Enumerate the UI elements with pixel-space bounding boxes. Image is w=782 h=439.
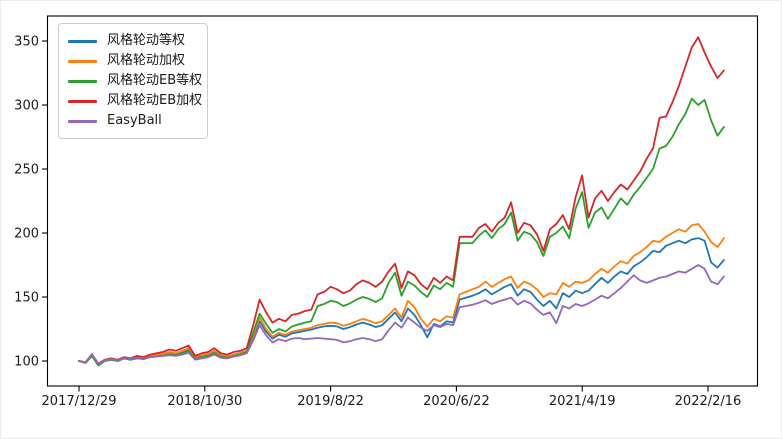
legend-entry: EasyBall <box>68 111 198 131</box>
legend-label: 风格轮动EB加权 <box>107 93 203 108</box>
legend-line-sample-icon <box>68 39 97 43</box>
x-tick-label: 2022/2/16 <box>675 394 742 409</box>
x-tick-label: 2017/12/29 <box>42 394 117 409</box>
y-tick-label: 350 <box>14 35 39 50</box>
legend-line-sample-icon <box>68 119 97 123</box>
legend: 风格轮动等权 风格轮动加权 风格轮动EB等权 风格轮动EB加权 EasyBall <box>58 23 208 139</box>
legend-line-sample-icon <box>68 99 97 103</box>
legend-entry: 风格轮动EB加权 <box>68 91 202 111</box>
x-axis-tick-labels: 2017/12/29 2018/10/30 2019/8/22 2020/6/22 20… <box>42 394 742 409</box>
legend-label: 风格轮动EB等权 <box>107 73 203 88</box>
axes-frame <box>46 15 759 387</box>
legend-label: EasyBall <box>107 113 162 128</box>
series-line-0 <box>78 237 725 366</box>
legend-entry: 风格轮动EB等权 <box>68 71 202 91</box>
y-axis-ticks <box>42 40 48 362</box>
x-tick-label: 2021/4/19 <box>549 394 616 409</box>
series-line-3 <box>78 36 725 365</box>
legend-label: 风格轮动等权 <box>107 33 186 48</box>
y-tick-label: 300 <box>14 99 39 114</box>
x-tick-label: 2020/6/22 <box>423 394 490 409</box>
series-line-1 <box>78 223 725 366</box>
x-axis-ticks <box>78 386 709 392</box>
legend-label: 风格轮动加权 <box>107 53 186 68</box>
x-tick-label: 2018/10/30 <box>167 394 242 409</box>
legend-line-sample-icon <box>68 79 97 83</box>
series-line-4 <box>78 264 725 365</box>
y-axis-tick-labels: 100 150 200 250 300 350 <box>14 35 39 370</box>
legend-entry: 风格轮动等权 <box>68 31 198 51</box>
series-lines <box>78 36 725 367</box>
y-tick-label: 150 <box>14 291 39 306</box>
legend-entry: 风格轮动加权 <box>68 51 198 71</box>
y-tick-label: 100 <box>14 355 39 370</box>
x-tick-label: 2019/8/22 <box>297 394 364 409</box>
y-tick-label: 250 <box>14 163 39 178</box>
y-tick-label: 200 <box>14 227 39 242</box>
legend-line-sample-icon <box>68 59 97 63</box>
series-line-2 <box>78 97 725 367</box>
